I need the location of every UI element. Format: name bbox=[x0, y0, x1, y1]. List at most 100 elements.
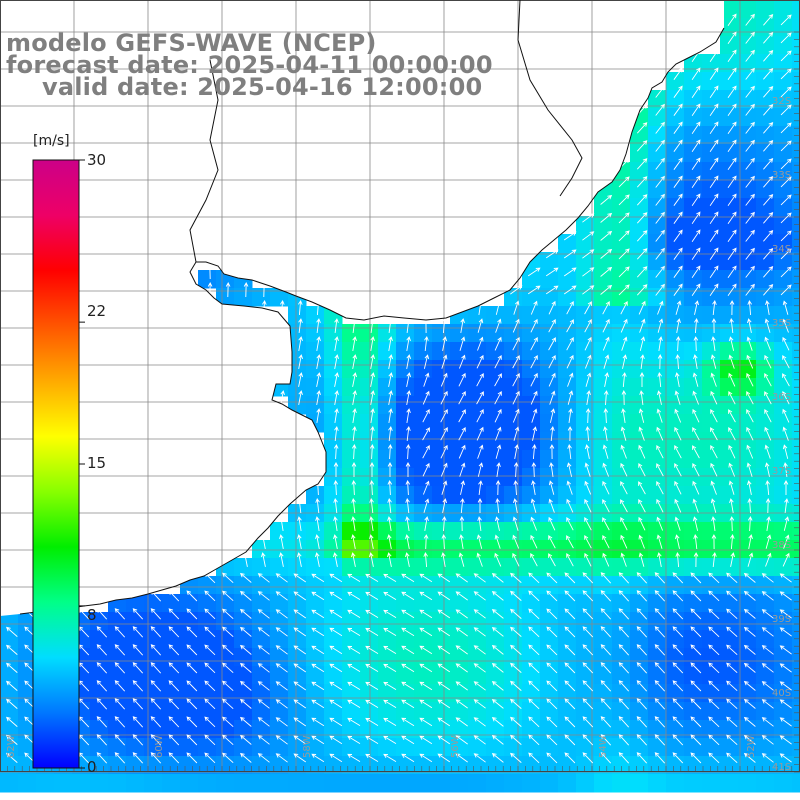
wind-arrow bbox=[620, 462, 628, 477]
wind-arrow bbox=[352, 354, 358, 369]
wind-cell bbox=[450, 414, 469, 433]
wind-cell bbox=[702, 252, 721, 271]
wind-cell bbox=[774, 666, 793, 685]
wind-arrow bbox=[709, 85, 719, 99]
wind-arrow bbox=[422, 480, 430, 495]
wind-arrow bbox=[602, 552, 610, 567]
wind-arrow bbox=[531, 408, 538, 423]
wind-arrow bbox=[745, 265, 755, 278]
wind-cell bbox=[396, 522, 415, 541]
wind-arrow bbox=[401, 573, 415, 583]
wind-arrow bbox=[584, 354, 592, 369]
wind-cell bbox=[306, 342, 325, 361]
wind-arrow bbox=[727, 139, 737, 152]
wind-arrow bbox=[293, 627, 307, 637]
wind-arrow bbox=[640, 354, 645, 369]
wind-arrow bbox=[333, 498, 338, 514]
wind-cell bbox=[414, 342, 433, 361]
wind-cell bbox=[540, 630, 559, 649]
wind-cell bbox=[396, 378, 415, 397]
wind-arrow bbox=[657, 300, 664, 315]
wind-cell bbox=[702, 270, 721, 289]
wind-cell bbox=[270, 558, 289, 577]
wind-arrow bbox=[347, 663, 361, 672]
wind-arrow bbox=[654, 644, 666, 656]
wind-cell bbox=[792, 306, 800, 325]
wind-cell bbox=[378, 630, 397, 649]
wind-cell bbox=[756, 198, 775, 217]
wind-cell bbox=[630, 324, 649, 343]
wind-cell bbox=[720, 522, 739, 541]
land-mask bbox=[0, 0, 724, 616]
wind-arrow bbox=[639, 372, 645, 387]
wind-cell bbox=[558, 324, 577, 343]
wind-cell bbox=[720, 378, 739, 397]
wind-cell bbox=[612, 414, 631, 433]
wind-cell bbox=[486, 666, 505, 685]
latitude-label: 38S bbox=[772, 540, 791, 551]
wind-cell bbox=[432, 720, 451, 739]
wind-cell bbox=[468, 576, 487, 595]
wind-cell bbox=[486, 774, 505, 793]
wind-cell bbox=[648, 486, 667, 505]
wind-arrow bbox=[297, 534, 302, 549]
wind-arrow bbox=[727, 265, 737, 278]
wind-cell bbox=[648, 378, 667, 397]
colorbar-tick-8: 8 bbox=[87, 606, 97, 624]
wind-arrow bbox=[549, 390, 556, 405]
wind-cell bbox=[792, 0, 800, 19]
wind-arrow bbox=[442, 318, 447, 334]
wind-cell bbox=[756, 144, 775, 163]
wind-arrow bbox=[204, 626, 216, 638]
wind-arrow bbox=[690, 698, 702, 710]
wind-arrow bbox=[150, 626, 162, 638]
wind-arrow bbox=[584, 318, 592, 333]
wind-cell bbox=[666, 252, 685, 271]
wind-arrow bbox=[383, 681, 397, 690]
wind-cell bbox=[720, 126, 739, 145]
wind-cell bbox=[198, 720, 217, 739]
wind-arrow bbox=[582, 734, 594, 746]
wind-arrow bbox=[458, 552, 465, 567]
wind-cell bbox=[306, 540, 325, 559]
wind-arrow bbox=[657, 372, 662, 388]
wind-cell bbox=[756, 522, 775, 541]
wind-arrow bbox=[329, 609, 343, 619]
wind-arrow bbox=[532, 444, 537, 460]
wind-arrow bbox=[567, 444, 572, 460]
wind-arrow bbox=[727, 13, 737, 26]
wind-cell bbox=[648, 324, 667, 343]
wind-cell bbox=[378, 576, 397, 595]
wind-cell bbox=[612, 270, 631, 289]
wind-arrow bbox=[690, 626, 702, 638]
latitude-label: 35S bbox=[772, 318, 791, 329]
wind-arrow bbox=[780, 194, 792, 206]
wind-arrow bbox=[314, 552, 320, 567]
wind-arrow bbox=[387, 444, 393, 460]
wind-arrow bbox=[548, 318, 556, 333]
wind-arrow bbox=[566, 552, 574, 567]
wind-cell bbox=[180, 702, 199, 721]
wind-cell bbox=[756, 108, 775, 127]
wind-arrow bbox=[691, 85, 701, 99]
wind-cell bbox=[702, 324, 721, 343]
wind-cell bbox=[486, 324, 505, 343]
wind-arrow bbox=[316, 372, 322, 387]
wind-cell bbox=[738, 756, 757, 775]
wind-cell bbox=[180, 612, 199, 631]
wind-arrow bbox=[422, 427, 430, 441]
wind-arrow bbox=[585, 426, 590, 442]
wind-arrow bbox=[437, 609, 451, 619]
wind-cell bbox=[774, 756, 793, 775]
wind-arrow bbox=[763, 121, 774, 134]
wind-cell bbox=[306, 648, 325, 667]
wind-cell bbox=[756, 162, 775, 181]
wind-arrow bbox=[528, 716, 540, 728]
wind-cell bbox=[198, 774, 217, 793]
colorbar-tick-30: 30 bbox=[87, 151, 107, 169]
wind-cell bbox=[558, 720, 577, 739]
wind-arrow bbox=[441, 480, 448, 495]
wind-arrow bbox=[494, 390, 502, 405]
wind-cell bbox=[774, 486, 793, 505]
wind-cell bbox=[774, 90, 793, 109]
